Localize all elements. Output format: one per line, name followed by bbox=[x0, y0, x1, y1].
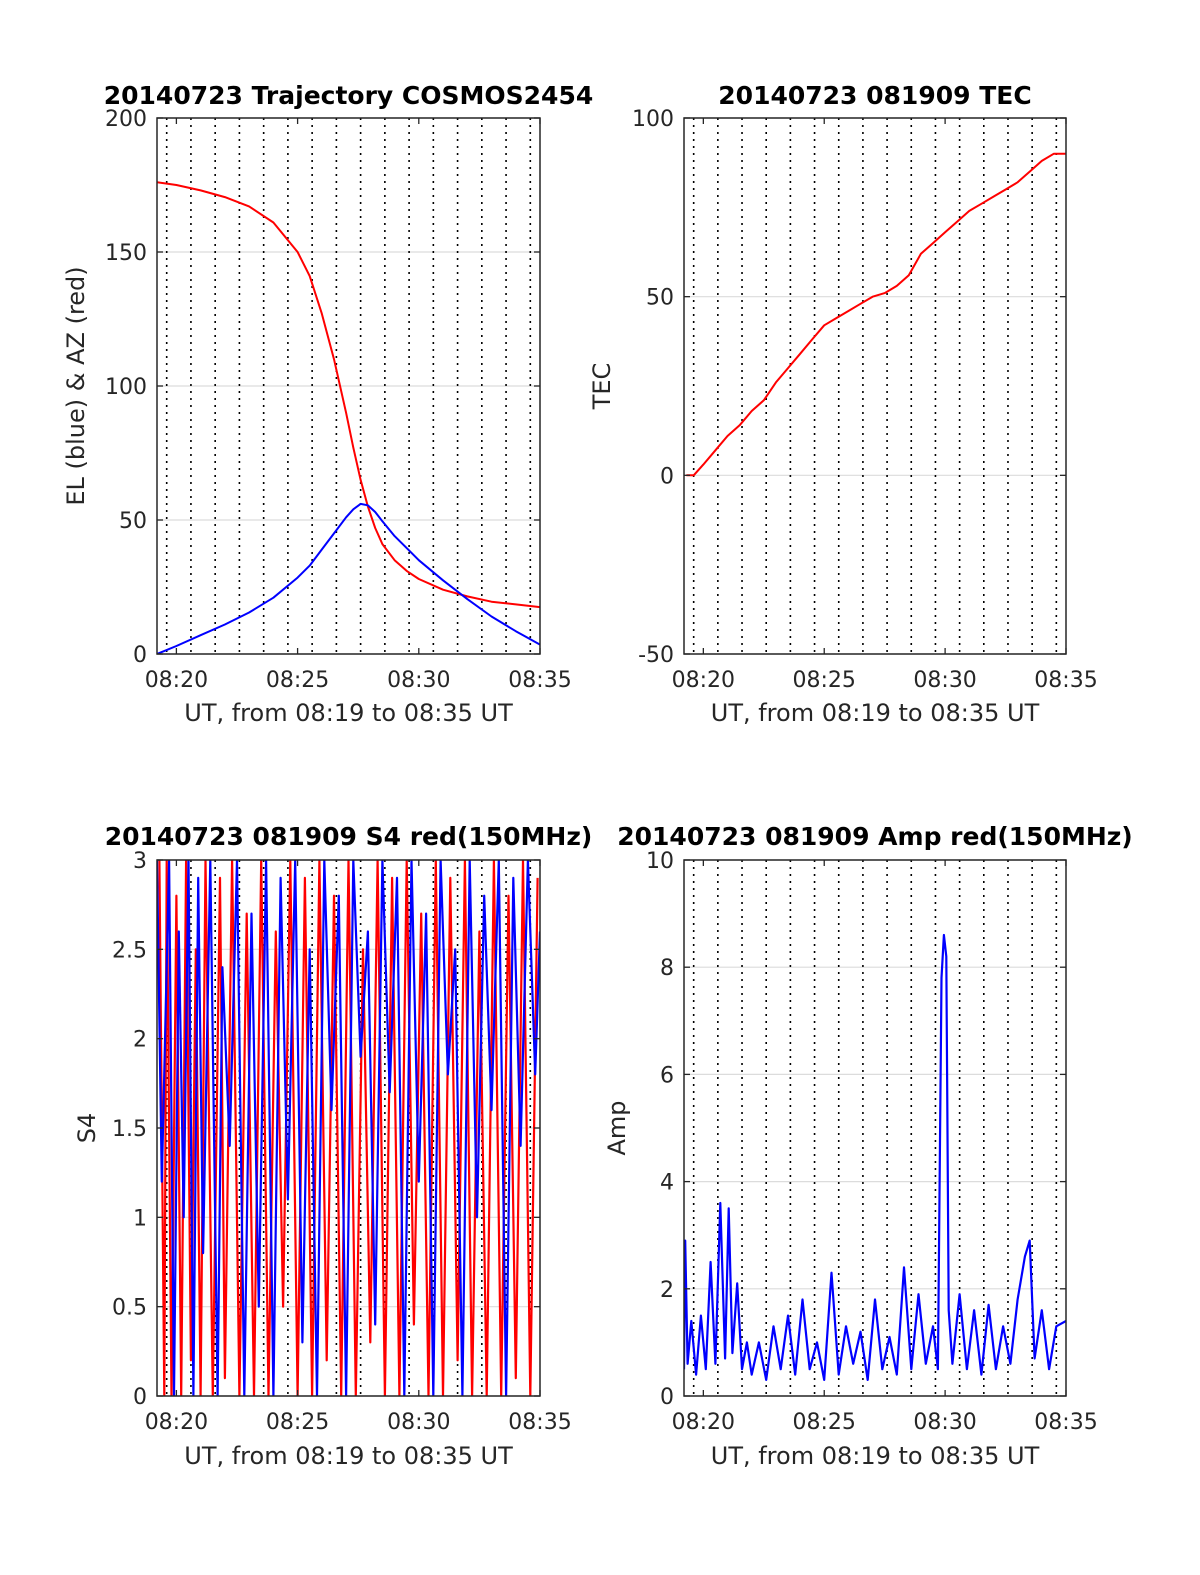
y-tick-label: 50 bbox=[646, 286, 674, 311]
chart-amp: 20140723 081909 Amp red(150MHz) UT, from… bbox=[603, 822, 1133, 1470]
x-tick-label: 08:30 bbox=[387, 668, 450, 693]
x-tick-label: 08:35 bbox=[1034, 668, 1097, 693]
chart-trajectory: 20140723 Trajectory COSMOS2454 UT, from … bbox=[62, 81, 593, 727]
series-line-1 bbox=[157, 502, 540, 654]
chart-title: 20140723 081909 TEC bbox=[718, 81, 1031, 110]
y-tick-label: 1 bbox=[133, 1206, 147, 1231]
x-tick-label: 08:20 bbox=[145, 1410, 208, 1435]
y-tick-label: 2 bbox=[660, 1278, 674, 1303]
chart-title: 20140723 Trajectory COSMOS2454 bbox=[104, 81, 594, 110]
y-tick-label: 0 bbox=[133, 1385, 147, 1410]
chart-s4: 20140723 081909 S4 red(150MHz) UT, from … bbox=[73, 822, 592, 1470]
grid bbox=[157, 117, 540, 655]
x-tick-label: 08:30 bbox=[387, 1410, 450, 1435]
series-group bbox=[686, 152, 1066, 477]
plot-frame bbox=[683, 117, 1067, 655]
x-tick-label: 08:30 bbox=[913, 668, 976, 693]
y-tick-label: 50 bbox=[119, 509, 147, 534]
x-axis-label: UT, from 08:19 to 08:35 UT bbox=[711, 1442, 1040, 1470]
plot-frame bbox=[683, 859, 1067, 1397]
y-tick-label: 2.5 bbox=[112, 938, 147, 963]
y-tick-label: 100 bbox=[105, 375, 147, 400]
y-tick-label: 0 bbox=[133, 643, 147, 668]
y-tick-label: 100 bbox=[632, 107, 674, 132]
y-tick-label: 4 bbox=[660, 1171, 674, 1196]
y-tick-label: 150 bbox=[105, 241, 147, 266]
y-tick-label: -50 bbox=[638, 643, 674, 668]
series-line-1 bbox=[157, 860, 540, 1396]
x-tick-label: 08:20 bbox=[145, 668, 208, 693]
x-tick-label: 08:20 bbox=[672, 668, 735, 693]
series-group bbox=[684, 933, 1066, 1382]
chart-title: 20140723 081909 S4 red(150MHz) bbox=[105, 822, 593, 851]
series-line-0 bbox=[684, 933, 1066, 1382]
x-axis-label: UT, from 08:19 to 08:35 UT bbox=[184, 1442, 513, 1470]
chart-title: 20140723 081909 Amp red(150MHz) bbox=[617, 822, 1133, 851]
y-axis-label: EL (blue) & AZ (red) bbox=[62, 266, 90, 505]
series-line-0 bbox=[686, 152, 1066, 477]
y-axis-label: Amp bbox=[603, 1100, 631, 1155]
chart-tec: 20140723 081909 TEC UT, from 08:19 to 08… bbox=[588, 81, 1098, 727]
x-tick-label: 08:35 bbox=[508, 668, 571, 693]
x-tick-label: 08:20 bbox=[672, 1410, 735, 1435]
y-tick-label: 3 bbox=[133, 849, 147, 874]
y-tick-label: 0.5 bbox=[112, 1296, 147, 1321]
grid bbox=[684, 859, 1066, 1397]
y-axis-label: TEC bbox=[588, 363, 616, 411]
y-tick-label: 10 bbox=[646, 849, 674, 874]
series-line-0 bbox=[157, 181, 540, 609]
y-tick-label: 1.5 bbox=[112, 1117, 147, 1142]
y-tick-label: 0 bbox=[660, 464, 674, 489]
x-axis-label: UT, from 08:19 to 08:35 UT bbox=[184, 699, 513, 727]
y-tick-label: 0 bbox=[660, 1385, 674, 1410]
x-axis-label: UT, from 08:19 to 08:35 UT bbox=[711, 699, 1040, 727]
y-axis-label: S4 bbox=[73, 1113, 101, 1144]
x-tick-label: 08:25 bbox=[793, 1410, 856, 1435]
y-tick-label: 8 bbox=[660, 956, 674, 981]
series-group bbox=[157, 181, 540, 654]
y-tick-label: 200 bbox=[105, 107, 147, 132]
x-tick-label: 08:25 bbox=[266, 1410, 329, 1435]
x-tick-label: 08:35 bbox=[508, 1410, 571, 1435]
x-tick-label: 08:30 bbox=[913, 1410, 976, 1435]
series-group bbox=[157, 860, 540, 1396]
x-tick-label: 08:25 bbox=[266, 668, 329, 693]
x-tick-label: 08:35 bbox=[1034, 1410, 1097, 1435]
x-tick-label: 08:25 bbox=[793, 668, 856, 693]
y-tick-label: 6 bbox=[660, 1063, 674, 1088]
y-tick-label: 2 bbox=[133, 1028, 147, 1053]
